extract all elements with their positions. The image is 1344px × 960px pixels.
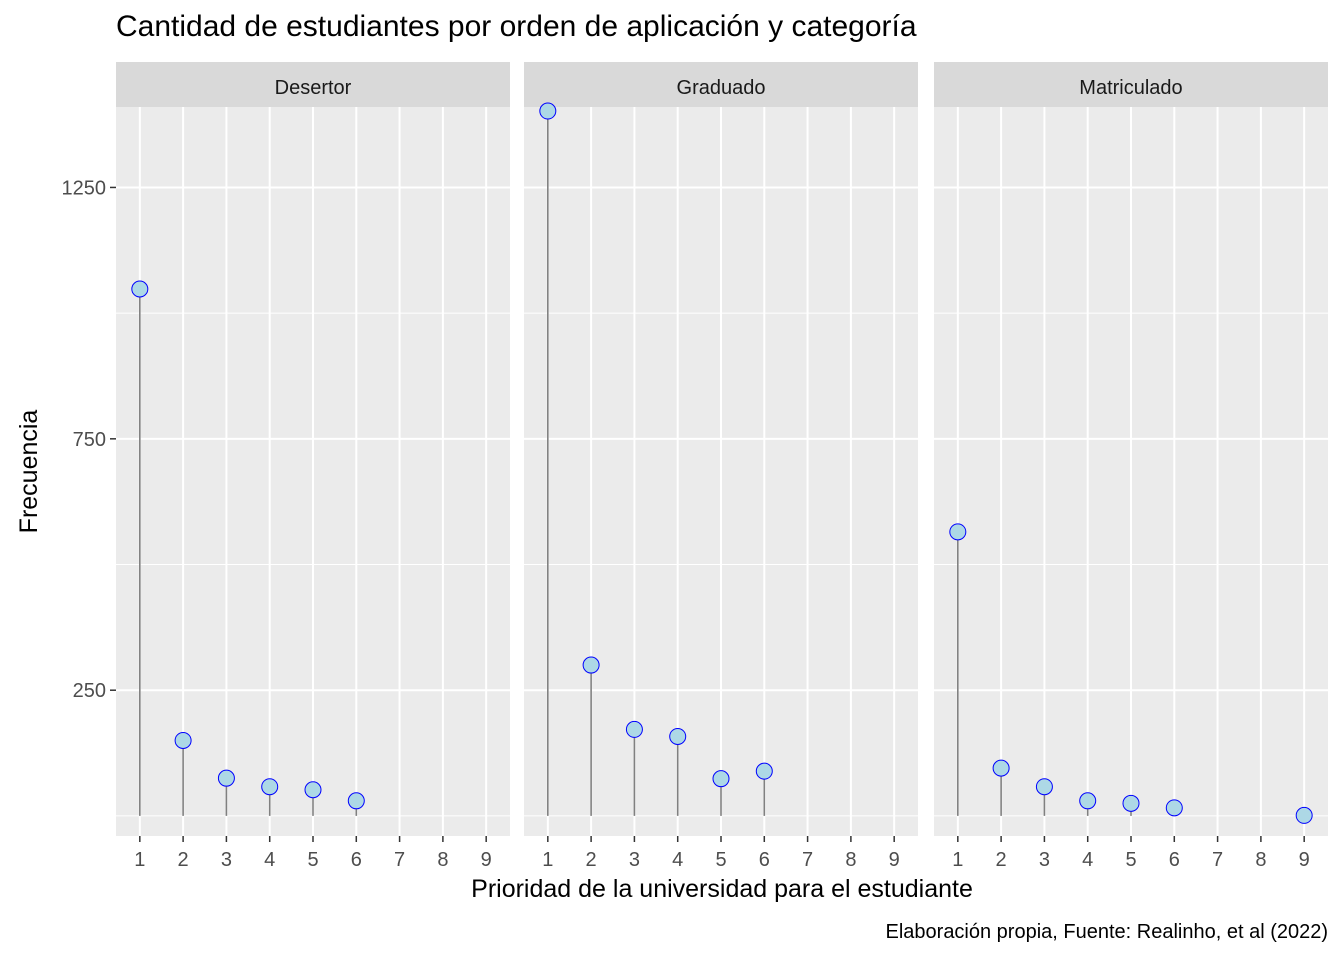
- y-axis-label: Frecuencia: [15, 410, 43, 534]
- lollipop-point: [217, 769, 235, 787]
- x-tick-label: 4: [1082, 849, 1093, 871]
- x-tick-label: 9: [889, 849, 900, 871]
- strip-label-graduado: Graduado: [677, 77, 766, 99]
- y-tick-label: 750: [73, 429, 106, 451]
- lollipop-point: [992, 759, 1010, 777]
- x-tick-label: 2: [586, 849, 597, 871]
- strip-graduado: [524, 62, 918, 107]
- x-tick-label: 3: [629, 849, 640, 871]
- x-tick-label: 6: [351, 849, 362, 871]
- lollipop-point: [347, 792, 365, 810]
- strip-matriculado: [934, 62, 1328, 107]
- lollipop-point: [1122, 794, 1140, 812]
- x-tick-label: 6: [759, 849, 770, 871]
- x-tick-label: 5: [1125, 849, 1136, 871]
- x-tick-label: 7: [394, 849, 405, 871]
- lollipop-point: [582, 656, 600, 674]
- x-tick-label: 9: [1299, 849, 1310, 871]
- x-tick-label: 8: [437, 849, 448, 871]
- x-tick-label: 5: [715, 849, 726, 871]
- y-tick-label: 1250: [62, 177, 107, 199]
- x-tick-label: 1: [952, 849, 963, 871]
- strip-desertor: [116, 62, 510, 107]
- chart-title: Cantidad de estudiantes por orden de apl…: [116, 10, 917, 43]
- lollipop-point: [1165, 799, 1183, 817]
- lollipop-point: [1295, 806, 1313, 824]
- x-tick-label: 3: [221, 849, 232, 871]
- lollipop-point: [131, 280, 149, 298]
- chart-caption: Elaboración propia, Fuente: Realinho, et…: [885, 921, 1329, 943]
- x-tick-label: 2: [996, 849, 1007, 871]
- lollipop-point: [755, 762, 773, 780]
- x-tick-label: 8: [845, 849, 856, 871]
- lollipop-point: [625, 720, 643, 738]
- lollipop-point: [539, 102, 557, 120]
- x-tick-label: 5: [307, 849, 318, 871]
- x-tick-label: 1: [134, 849, 145, 871]
- lollipop-point: [669, 727, 687, 745]
- x-tick-label: 3: [1039, 849, 1050, 871]
- x-tick-label: 1: [542, 849, 553, 871]
- x-tick-label: 2: [178, 849, 189, 871]
- x-axis-label: Prioridad de la universidad para el estu…: [471, 875, 973, 903]
- lollipop-point: [261, 778, 279, 796]
- x-tick-label: 4: [672, 849, 683, 871]
- strip-label-desertor: Desertor: [275, 77, 352, 99]
- lollipop-point: [174, 731, 192, 749]
- lollipop-point: [1035, 778, 1053, 796]
- x-tick-label: 9: [481, 849, 492, 871]
- lollipop-point: [949, 523, 967, 541]
- strip-label-matriculado: Matriculado: [1079, 77, 1182, 99]
- x-tick-label: 4: [264, 849, 275, 871]
- lollipop-point: [712, 770, 730, 788]
- lollipop-point: [304, 781, 322, 799]
- x-tick-label: 7: [1212, 849, 1223, 871]
- y-tick-label: 250: [73, 680, 106, 702]
- lollipop-point: [1079, 792, 1097, 810]
- x-tick-label: 7: [802, 849, 813, 871]
- x-tick-label: 6: [1169, 849, 1180, 871]
- x-tick-label: 8: [1255, 849, 1266, 871]
